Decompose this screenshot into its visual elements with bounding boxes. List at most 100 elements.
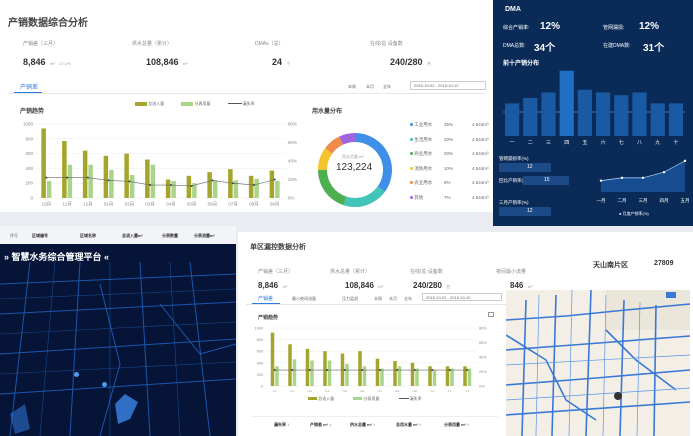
monthly-rate-line-chart: 一月 二月 三月 四月 五月 [597,159,690,204]
column-header[interactable]: 产销差 m³ ↕ [310,422,332,427]
x-tick-label: 09 [413,390,417,392]
divider [8,93,486,94]
bar-submeter [88,164,93,198]
filter-week[interactable]: 本周 [348,84,356,89]
month-label: 一月 [597,198,606,204]
pie-title: 用水量分布 [312,109,343,115]
filter-year[interactable]: 全年 [383,84,391,89]
tab-min-night-flow[interactable]: 最小夜间流量 [292,296,316,301]
region-leak-panel: 单区漏控数据分析 天山南片区 27809 产销差（三月） 8,846 m³ 供水… [238,232,693,436]
loss-rate-point [169,184,172,187]
x-tick-label: 03月 [145,202,155,208]
loss-rate-point [273,369,276,372]
y-tick-label: 0 [30,196,33,201]
bar-inflow [228,169,233,198]
rank-label: 五 [582,140,587,146]
date-range-input[interactable]: 2015-10-02 - 2015-10-10 [410,81,486,90]
y-tick-label: 800 [25,136,33,141]
dma-title: DMA [505,6,521,13]
bar-inflow [82,150,88,198]
location-pin-icon[interactable] [74,372,79,377]
bar-inflow [428,366,432,386]
download-icon[interactable] [488,312,494,317]
filter-year[interactable]: 全年 [404,296,412,301]
rate-bar-item: 回比产销率(%) 15 [499,176,595,192]
x-tick-label: 08月 [249,202,259,208]
column-header[interactable]: 总用水量 m³ ↕ [396,422,422,427]
filter-month[interactable]: 本月 [366,84,374,89]
filter-week[interactable]: 本周 [374,296,382,301]
region-trend-chart: 1000 800 600 400 200 0 80% 60% 40% 20% 0% 01 02 03 04 0… [255,327,488,393]
bar-inflow [445,366,450,386]
filter-month[interactable]: 本月 [389,296,397,301]
bar-inflow [323,351,327,386]
bar-submeter [362,366,367,386]
water-distribution-donut [318,133,392,207]
y2-tick-label: 80% [288,122,297,127]
donut-slice [325,136,344,154]
stat-value: 12% [540,21,561,32]
stat-value: 34个 [534,43,556,54]
bar-submeter [450,368,454,386]
tab-sales-diff[interactable]: 产销差 [258,296,274,302]
rank-label: 二 [528,140,533,146]
rank-label: 四 [564,140,569,146]
kpi-value: 24 个 [272,57,291,67]
column-header: 分表流量m³ [194,233,215,238]
donut-center-value: 123,224 [336,162,373,173]
rank-bar [614,95,629,136]
dma-panel: DMA 综合产销率: 12% 管网漏损: 12% DMA总数: 34个 在建DM… [493,0,693,226]
map-toggle-icon[interactable] [666,292,676,298]
loss-rate-point [378,369,381,372]
kpi-label: 产销差（三月） [258,269,294,275]
date-range-input[interactable]: 2015-10-02 - 2015-10-10 [422,293,502,301]
column-header: 分表数量 [162,233,178,238]
column-header[interactable]: 供水总量 m³ ↕ [350,422,376,427]
location-pin-icon[interactable] [102,382,107,387]
tab-sales-diff[interactable]: 产销差 [20,85,39,91]
column-header[interactable]: 漏失率 ↕ [274,422,290,427]
loss-rate-point [466,369,469,372]
loss-rate-point [431,369,434,372]
rank-bar [577,89,592,136]
tab-pressure[interactable]: 压力监测 [342,296,358,301]
divider [252,416,498,417]
x-tick-label: 12月 [83,202,93,208]
bar-submeter [67,164,73,198]
platform-title: » 智慧水务综合管理平台 « [4,252,110,262]
rank-label: 八 [637,140,642,146]
region-pipe-map[interactable] [506,290,690,436]
stat-label: 在建DMA数: [603,43,631,49]
x-tick-label: 11 [448,390,452,392]
kpi-value: 8,846 m³ [258,281,288,290]
y-tick-label: 1000 [255,327,263,331]
x-tick-label: 11月 [63,202,72,208]
rate-area [601,160,685,192]
stat-value: 12% [639,21,660,32]
loss-rate-point [396,369,399,372]
divider [246,304,506,305]
column-header[interactable]: 分表用量 m³ ↕ [444,422,470,427]
rank-bar [541,92,556,136]
column-header: 总流入量m³ [122,233,143,238]
loss-rate-point [252,184,255,187]
loss-rate-point [361,369,364,372]
y-tick-label: 0 [261,385,263,389]
bar-inflow [207,172,212,198]
bar-inflow [248,175,254,198]
tab-underline [14,92,42,94]
kpi-label: 在线/总 设备数 [410,269,443,275]
trend-title: 产销趋势 [20,109,45,115]
loss-rate-point [413,369,416,372]
y2-tick-label: 40% [288,159,297,164]
loss-rate-point [308,369,311,372]
smart-water-map-panel: 序号 区域编号 区域名称 总流入量m³ 分表数量 分表流量m³ » 智慧水务综合… [0,226,236,436]
loss-rate-line [46,177,275,187]
bar-submeter [254,178,259,198]
month-label: 四月 [660,198,669,204]
rank-bar [668,103,683,136]
rank-bar [505,103,520,136]
rate-point [641,176,645,180]
pipe-network-map[interactable] [0,244,236,436]
x-tick-label: 04 [325,390,329,392]
